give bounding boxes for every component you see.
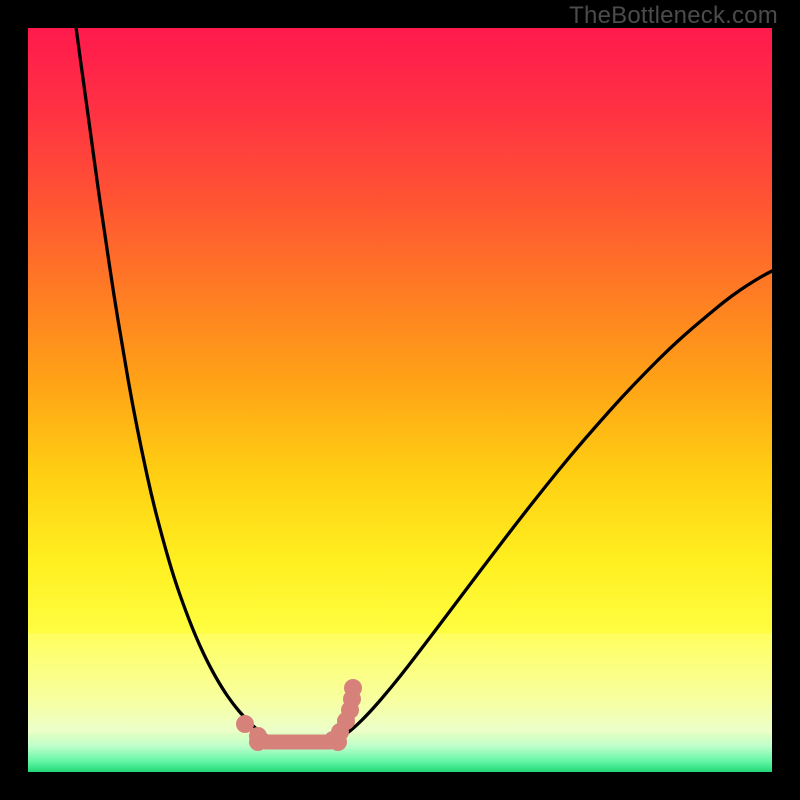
- chart-svg-layer: [0, 0, 800, 800]
- highlight-band: [28, 634, 772, 734]
- marker-right-5: [344, 679, 362, 697]
- marker-bar-capL: [249, 733, 267, 751]
- chart-stage: TheBottleneck.com: [0, 0, 800, 800]
- watermark-text: TheBottleneck.com: [569, 2, 778, 30]
- curve-left: [73, 5, 284, 742]
- marker-bar-capR: [329, 733, 347, 751]
